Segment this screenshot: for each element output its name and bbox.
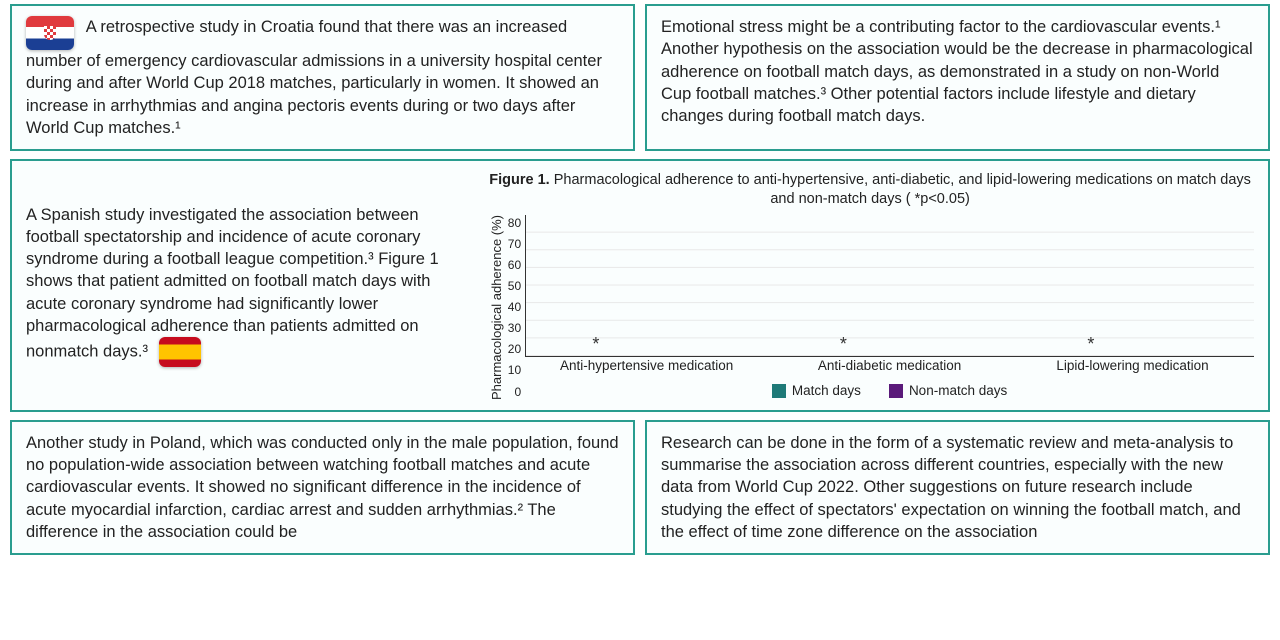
significance-star: *	[592, 332, 599, 356]
x-labels: Anti-hypertensive medicationAnti-diabeti…	[525, 357, 1254, 375]
text-croatia: A retrospective study in Croatia found t…	[26, 18, 602, 137]
y-tick: 10	[508, 362, 521, 378]
flag-spain-icon	[159, 337, 201, 367]
y-tick: 60	[508, 257, 521, 273]
text-future: Research can be done in the form of a sy…	[661, 434, 1241, 541]
y-tick: 30	[508, 320, 521, 336]
x-label: Anti-diabetic medication	[768, 357, 1011, 375]
significance-star: *	[1087, 332, 1094, 356]
spanish-text-block: A Spanish study investigated the associa…	[26, 171, 468, 400]
legend-swatch	[772, 384, 786, 398]
legend-label: Match days	[792, 382, 861, 400]
text-factors: Emotional stress might be a contributing…	[661, 18, 1253, 125]
flag-croatia-icon	[26, 16, 74, 50]
chart-body: Pharmacological adherence (%) 80 70 60 50 40…	[486, 215, 1254, 400]
row-top: A retrospective study in Croatia found t…	[10, 4, 1270, 151]
panel-factors: Emotional stress might be a contributing…	[645, 4, 1270, 151]
x-label: Anti-hypertensive medication	[525, 357, 768, 375]
x-label: Lipid-lowering medication	[1011, 357, 1254, 375]
y-tick: 0	[508, 384, 521, 400]
figure-1: Figure 1. Pharmacological adherence to a…	[486, 171, 1254, 400]
legend-label: Non-match days	[909, 382, 1007, 400]
legend-swatch	[889, 384, 903, 398]
legend-item: Non-match days	[889, 382, 1007, 400]
y-tick: 20	[508, 341, 521, 357]
panel-future-research: Research can be done in the form of a sy…	[645, 420, 1270, 555]
y-axis-label: Pharmacological adherence (%)	[486, 215, 508, 400]
panel-poland: Another study in Poland, which was condu…	[10, 420, 635, 555]
panel-spanish-study: A Spanish study investigated the associa…	[10, 159, 1270, 412]
legend-item: Match days	[772, 382, 861, 400]
text-poland: Another study in Poland, which was condu…	[26, 434, 619, 541]
figure-caption: Figure 1. Pharmacological adherence to a…	[486, 171, 1254, 209]
chart-legend: Match days Non-match days	[525, 382, 1254, 400]
y-tick: 70	[508, 236, 521, 252]
significance-star: *	[840, 332, 847, 356]
row-bottom: Another study in Poland, which was condu…	[10, 420, 1270, 555]
y-tick: 80	[508, 215, 521, 231]
figure-caption-text: Pharmacological adherence to anti-hypert…	[550, 172, 1251, 207]
panel-croatia: A retrospective study in Croatia found t…	[10, 4, 635, 151]
figure-label: Figure 1.	[489, 172, 549, 188]
plot-area: * * *	[525, 215, 1254, 358]
text-spanish: A Spanish study investigated the associa…	[26, 206, 439, 361]
y-tick: 40	[508, 299, 521, 315]
y-tick: 50	[508, 278, 521, 294]
y-ticks: 80 70 60 50 40 30 20 10 0	[508, 215, 525, 400]
